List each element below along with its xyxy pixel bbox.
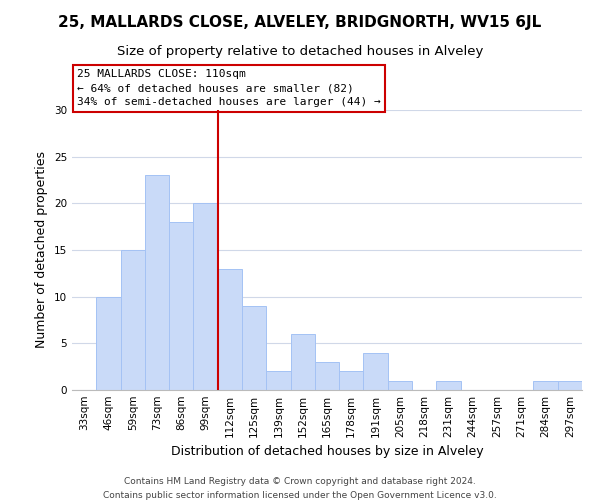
Bar [364, 352, 388, 390]
Bar [266, 372, 290, 390]
Bar [193, 204, 218, 390]
X-axis label: Distribution of detached houses by size in Alveley: Distribution of detached houses by size … [170, 446, 484, 458]
Bar [290, 334, 315, 390]
Bar [242, 306, 266, 390]
Bar [436, 380, 461, 390]
Bar [558, 380, 582, 390]
Text: 25 MALLARDS CLOSE: 110sqm
← 64% of detached houses are smaller (82)
34% of semi-: 25 MALLARDS CLOSE: 110sqm ← 64% of detac… [77, 69, 381, 107]
Bar [388, 380, 412, 390]
Text: Contains public sector information licensed under the Open Government Licence v3: Contains public sector information licen… [103, 491, 497, 500]
Y-axis label: Number of detached properties: Number of detached properties [35, 152, 49, 348]
Bar [96, 296, 121, 390]
Bar [315, 362, 339, 390]
Bar [121, 250, 145, 390]
Bar [169, 222, 193, 390]
Bar [533, 380, 558, 390]
Bar [339, 372, 364, 390]
Text: Contains HM Land Registry data © Crown copyright and database right 2024.: Contains HM Land Registry data © Crown c… [124, 478, 476, 486]
Bar [218, 268, 242, 390]
Text: Size of property relative to detached houses in Alveley: Size of property relative to detached ho… [117, 45, 483, 58]
Bar [145, 176, 169, 390]
Text: 25, MALLARDS CLOSE, ALVELEY, BRIDGNORTH, WV15 6JL: 25, MALLARDS CLOSE, ALVELEY, BRIDGNORTH,… [58, 15, 542, 30]
